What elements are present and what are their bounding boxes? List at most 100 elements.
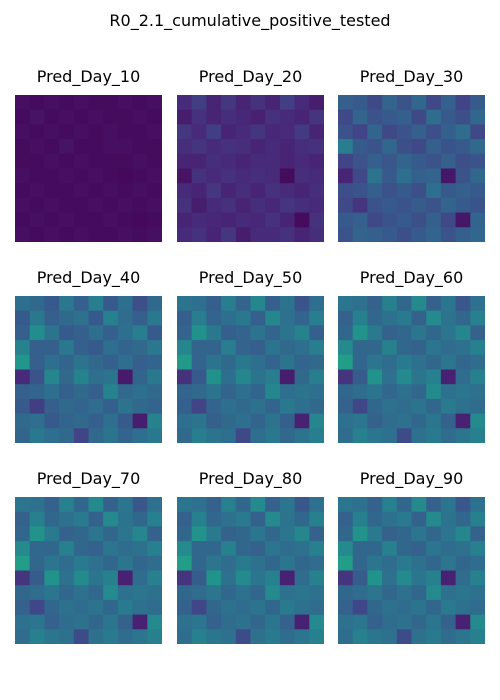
heatmap-cell [265,555,281,571]
heatmap-cell [206,212,222,228]
heatmap-cell [352,212,368,228]
heatmap-cell [103,369,119,385]
heatmap-cell [367,354,383,370]
heatmap-cell [352,511,368,527]
heatmap-cell [396,139,412,155]
heatmap-cell [382,124,398,140]
heatmap-cell [103,109,119,125]
heatmap-cell [279,153,295,169]
heatmap-cell [88,413,104,429]
heatmap-cell [147,497,162,513]
heatmap-cell [279,413,295,429]
heatmap-cell [367,109,383,125]
heatmap-cell [265,212,281,228]
heatmap-cell [470,296,485,312]
heatmap-cell [15,629,31,644]
heatmap-cell [426,526,442,542]
heatmap-cell [367,511,383,527]
heatmap-cell [367,310,383,326]
heatmap-cell [132,310,148,326]
heatmap-cell [44,570,60,586]
heatmap-cell [396,227,412,242]
heatmap-cell [73,340,89,356]
heatmap-cell [426,555,442,571]
heatmap-cell [29,614,45,630]
heatmap-cell [396,369,412,385]
heatmap-cell [15,310,31,326]
heatmap-cell [147,585,162,601]
heatmap-cell [206,497,222,513]
heatmap-cell [338,212,354,228]
heatmap-cell [147,413,162,429]
heatmap-cell [59,95,75,111]
heatmap-cell [221,153,237,169]
heatmap-cell [352,599,368,615]
heatmap-cell [470,227,485,242]
heatmap-cell [440,310,456,326]
heatmap-cell [265,497,281,513]
heatmap-cell [294,296,310,312]
heatmap-cell [206,354,222,370]
heatmap-cell [221,526,237,542]
heatmap-cell [88,124,104,140]
heatmap-cell [279,369,295,385]
heatmap-cell [279,109,295,125]
heatmap-cell [235,183,251,199]
heatmap-cell [59,124,75,140]
heatmap-cell [352,227,368,242]
heatmap-cell [103,570,119,586]
heatmap-cell [15,296,31,312]
heatmap-cell [29,139,45,155]
heatmap-cell [177,153,193,169]
heatmap-cell [382,541,398,557]
heatmap-cell [132,497,148,513]
heatmap-cell [15,325,31,341]
heatmap-cell [352,555,368,571]
heatmap-cell [44,340,60,356]
heatmap-cell [338,197,354,213]
heatmap-cell [147,109,162,125]
heatmap-cell [470,555,485,571]
heatmap-cell [352,428,368,443]
heatmap-cell [73,354,89,370]
heatmap-cell [367,325,383,341]
heatmap-cell [440,526,456,542]
heatmap-cell [352,139,368,155]
heatmap-cell [455,614,471,630]
heatmap-cell [191,340,207,356]
heatmap-cell [59,153,75,169]
heatmap-cell [177,183,193,199]
heatmap-cell [59,555,75,571]
heatmap-cell [191,555,207,571]
heatmap-cell [426,197,442,213]
heatmap-cell [117,541,133,557]
heatmap-cell [396,497,412,513]
heatmap-cell [206,109,222,125]
heatmap-cell [279,511,295,527]
heatmap-cell [59,398,75,414]
heatmap-cell [117,511,133,527]
heatmap-panel: Pred_Day_30 [338,67,485,242]
heatmap-cell [382,629,398,644]
heatmap-cell [44,541,60,557]
heatmap-grid [338,296,485,443]
heatmap-cell [147,340,162,356]
heatmap-cell [73,153,89,169]
heatmap-cell [250,197,266,213]
heatmap-cell [382,212,398,228]
heatmap-cell [117,109,133,125]
heatmap-cell [147,197,162,213]
heatmap-cell [177,497,193,513]
heatmap-cell [396,570,412,586]
heatmap-cell [206,541,222,557]
heatmap-cell [382,227,398,242]
heatmap-cell [235,497,251,513]
heatmap-cell [103,614,119,630]
heatmap-cell [177,310,193,326]
heatmap-cell [44,413,60,429]
heatmap-cell [117,585,133,601]
heatmap-cell [470,428,485,443]
heatmap-cell [338,570,354,586]
heatmap-cell [117,599,133,615]
heatmap-cell [88,570,104,586]
